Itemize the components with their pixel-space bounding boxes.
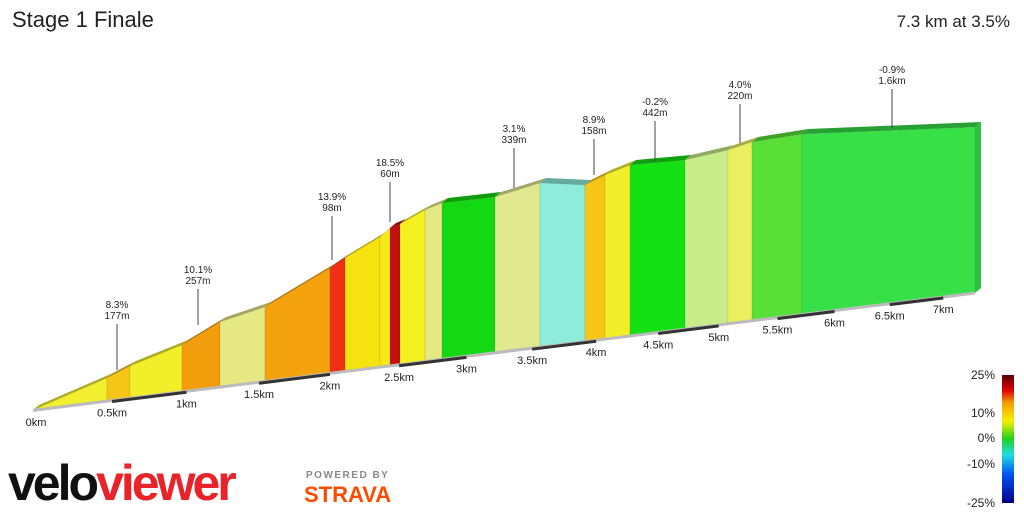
x-tick-label: 1km [176,398,197,410]
top-surface [130,340,188,366]
segment [751,133,803,322]
x-tick-label: 2km [320,380,341,392]
annotation-gradient: 13.9% [318,192,346,203]
legend-tick-label: 0% [978,431,996,445]
top-surface [728,137,758,150]
x-tick-label: 7km [933,304,954,316]
top-surface [33,373,113,410]
segment [389,223,401,367]
top-surface [442,192,501,203]
x-tick-label: 1.5km [244,389,274,401]
segment [264,267,331,382]
top-surface [495,178,546,197]
annotation-gradient: 10.1% [184,265,212,276]
profile [32,122,981,412]
top-surface [630,155,691,165]
annotation-gradient: -0.9% [879,65,905,76]
segment [424,202,443,362]
top-surface [585,170,611,185]
logo-suffix: viewer [96,455,236,511]
summary: 7.3 km at 3.5% [897,12,1010,31]
segment [727,141,753,325]
km-band [777,310,835,321]
legend-tick-label: -25% [967,496,995,510]
segment [684,149,729,330]
powered-by: POWERED BY [306,470,389,481]
annotation-length: 177m [104,311,129,322]
top-surface [220,302,271,322]
annotation-gradient: 8.9% [583,115,606,126]
x-tick-label: 2.5km [384,372,414,384]
end-face [975,122,981,294]
top-surface [345,232,386,258]
logo: veloviewer [8,455,236,511]
legend-tick-label: 10% [971,406,995,420]
top-surface [425,198,448,210]
annotation-length: 98m [322,203,341,214]
km-band [258,372,331,385]
x-tick-label: 5.5km [762,325,792,337]
segment [379,227,391,368]
annotation-gradient: 18.5% [376,158,404,169]
legend-tick-label: -10% [967,457,995,471]
top-surface [685,145,734,160]
x-tick-label: 6km [824,318,845,330]
segment [629,159,686,337]
segment [584,174,606,342]
chart-title: Stage 1 Finale [12,7,154,32]
top-surface [265,263,336,307]
km-band [658,324,719,335]
annotation-length: 158m [581,126,606,137]
segment [344,236,381,372]
annotation-gradient: 8.3% [106,300,129,311]
top-surface [182,317,226,345]
annotation-length: 339m [501,135,526,146]
segment [329,257,346,374]
top-surface [400,205,431,224]
x-tick-label: 4.5km [643,339,673,351]
x-tick-label: 0km [26,417,47,429]
partner: STRAVA [304,482,391,507]
segment [494,182,541,354]
x-tick-label: 0.5km [97,408,127,420]
annotation-length: 1.6km [878,76,905,87]
top-surface [390,219,406,228]
top-surface [330,253,351,268]
annotation-length: 442m [642,108,667,119]
km-band [398,355,467,368]
km-band [531,339,597,351]
km-band [111,390,187,404]
km-band [889,296,944,307]
segment [604,164,631,340]
annotation-gradient: 3.1% [503,124,526,135]
x-tick-label: 3.5km [517,355,547,367]
x-tick-label: 3km [456,363,477,375]
annotation-gradient: -0.2% [642,97,668,108]
annotation-length: 257m [185,276,210,287]
top-surface [752,129,808,142]
colorbar [1002,375,1014,503]
annotation-length: 60m [380,169,399,180]
segment [801,126,976,315]
segment [399,209,426,365]
x-tick-label: 6.5km [875,311,905,323]
x-tick-label: 5km [708,332,729,344]
segment [441,196,496,360]
annotation-length: 220m [727,91,752,102]
annotation-gradient: 4.0% [729,80,752,91]
segment [539,182,586,348]
logo-prefix: velo [8,455,98,511]
legend-tick-label: 25% [971,368,995,382]
top-surface [605,160,636,175]
top-surface [107,361,136,378]
top-surface [540,178,591,185]
x-tick-label: 4km [586,347,607,359]
